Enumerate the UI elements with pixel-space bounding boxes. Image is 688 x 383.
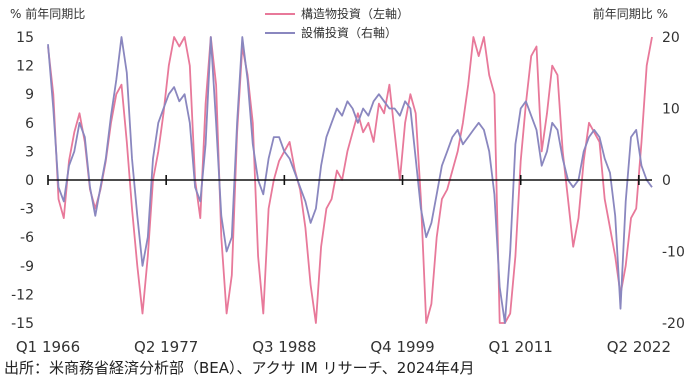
right-tick-label: -20 <box>662 316 685 332</box>
series-line-1 <box>47 36 653 324</box>
left-tick-label: 15 <box>16 30 34 46</box>
left-tick-label: -15 <box>11 316 34 332</box>
left-axis-ticks: 15 12 9 6 3 0 -3 -6 -9 -12 -15 <box>11 30 34 332</box>
series-line-2 <box>47 36 653 324</box>
left-tick-label: -6 <box>20 230 34 246</box>
x-tick-label: Q1 1966 <box>16 338 80 356</box>
right-axis-unit: 前年同期比 % <box>593 6 668 21</box>
right-axis-ticks: 20 10 0 -10 -20 <box>662 30 685 332</box>
x-axis-ticks: Q1 1966 Q2 1977 Q3 1988 Q4 1999 Q1 2011 Q2 20… <box>16 175 671 356</box>
x-tick-label: Q3 1988 <box>252 338 316 356</box>
right-tick-label: 0 <box>662 173 671 189</box>
legend-label-1: 構造物投資（左軸） <box>301 6 409 21</box>
left-tick-label: 6 <box>25 116 34 132</box>
left-axis-unit: % 前年同期比 <box>10 6 85 21</box>
x-tick-label: Q4 1999 <box>370 338 434 356</box>
left-tick-label: -9 <box>20 259 34 275</box>
left-tick-label: -3 <box>20 202 34 218</box>
series-lines <box>47 36 653 324</box>
right-tick-label: 20 <box>662 30 680 46</box>
legend: 構造物投資（左軸） 設備投資（右軸） <box>265 6 409 40</box>
right-tick-label: -10 <box>662 245 685 261</box>
x-tick-label: Q2 1977 <box>134 338 198 356</box>
left-tick-label: -12 <box>11 287 34 303</box>
right-tick-label: 10 <box>662 102 680 118</box>
left-tick-label: 9 <box>25 87 34 103</box>
left-tick-label: 12 <box>16 59 34 75</box>
left-tick-label: 0 <box>25 173 34 189</box>
source-note: 出所：米商務省経済分析部（BEA）、アクサ IM リサーチ、2024年4月 <box>4 359 475 377</box>
legend-label-2: 設備投資（右軸） <box>301 25 397 40</box>
x-tick-label: Q1 2011 <box>489 338 553 356</box>
x-tick-label: Q2 2022 <box>607 338 671 356</box>
left-tick-label: 3 <box>25 144 34 160</box>
